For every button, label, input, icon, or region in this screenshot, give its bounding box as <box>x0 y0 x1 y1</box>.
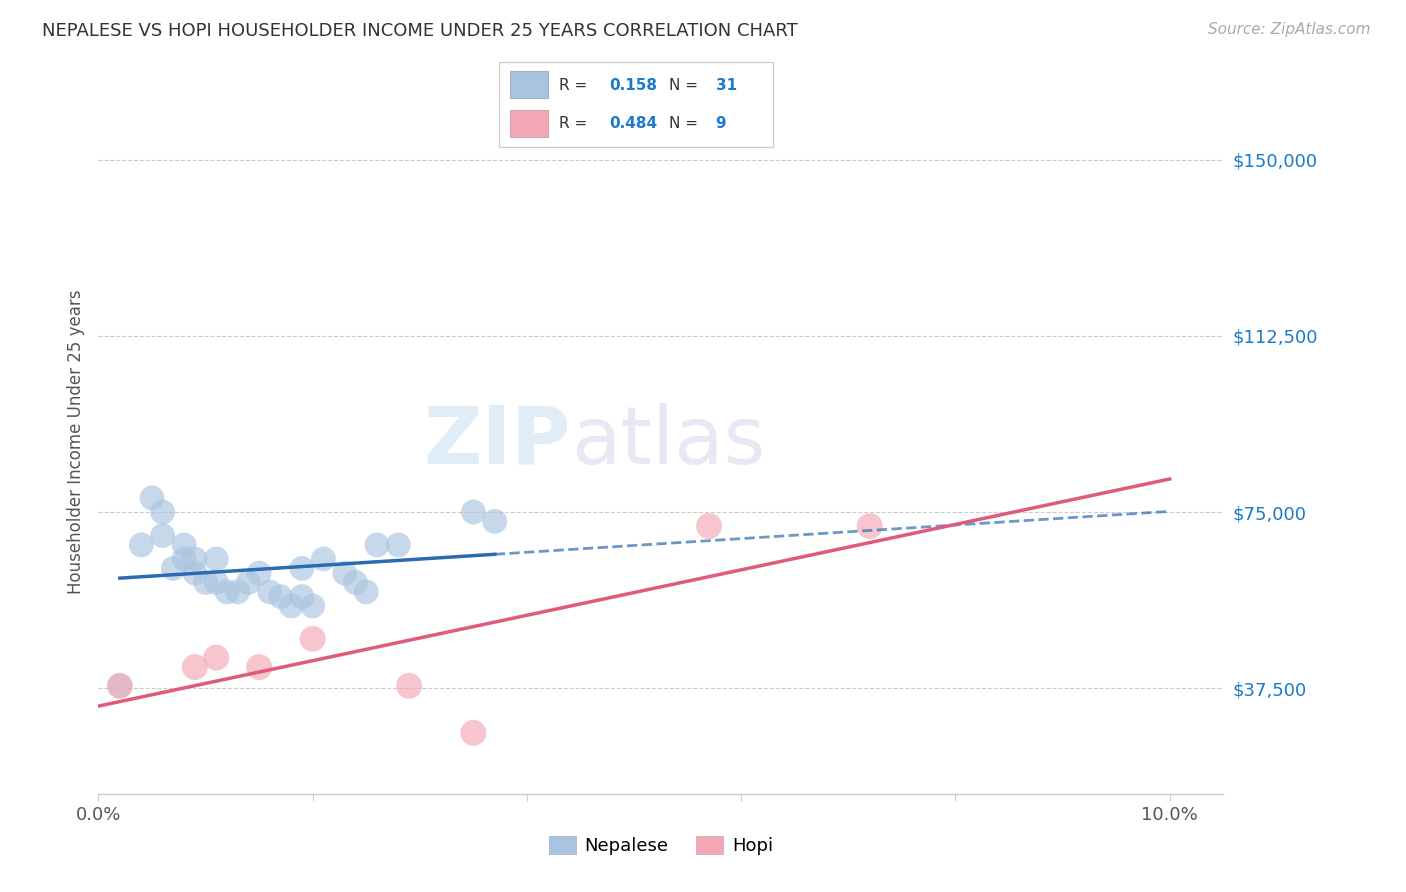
Point <box>291 561 314 575</box>
Point <box>205 650 228 665</box>
Text: atlas: atlas <box>571 402 765 481</box>
Text: ZIP: ZIP <box>423 402 571 481</box>
Text: R =: R = <box>560 78 592 93</box>
Point <box>173 552 195 566</box>
Point <box>184 660 207 674</box>
Point <box>366 538 388 552</box>
Text: 9: 9 <box>716 116 727 131</box>
FancyBboxPatch shape <box>510 110 548 137</box>
Text: N =: N = <box>669 116 703 131</box>
Point <box>312 552 335 566</box>
Legend: Nepalese, Hopi: Nepalese, Hopi <box>541 829 780 863</box>
Point <box>270 590 292 604</box>
Point <box>484 515 506 529</box>
Text: Source: ZipAtlas.com: Source: ZipAtlas.com <box>1208 22 1371 37</box>
Point <box>129 538 152 552</box>
Point <box>259 585 281 599</box>
Text: R =: R = <box>560 116 592 131</box>
Point <box>463 505 485 519</box>
Point <box>387 538 409 552</box>
Point <box>162 561 184 575</box>
Text: 0.484: 0.484 <box>609 116 657 131</box>
Y-axis label: Householder Income Under 25 years: Householder Income Under 25 years <box>66 289 84 594</box>
Point <box>697 519 720 533</box>
Point <box>247 566 270 580</box>
Point <box>205 552 228 566</box>
Point <box>184 566 207 580</box>
Point <box>238 575 260 590</box>
Point <box>859 519 882 533</box>
Text: 31: 31 <box>716 78 737 93</box>
Point <box>280 599 302 613</box>
Point <box>108 679 131 693</box>
Point <box>152 528 174 542</box>
Text: NEPALESE VS HOPI HOUSEHOLDER INCOME UNDER 25 YEARS CORRELATION CHART: NEPALESE VS HOPI HOUSEHOLDER INCOME UNDE… <box>42 22 799 40</box>
Point <box>194 575 217 590</box>
Point <box>226 585 249 599</box>
Text: N =: N = <box>669 78 703 93</box>
Point <box>344 575 367 590</box>
FancyBboxPatch shape <box>510 71 548 98</box>
Point <box>301 632 323 646</box>
Point <box>354 585 377 599</box>
Point <box>247 660 270 674</box>
Point <box>333 566 356 580</box>
Point <box>291 590 314 604</box>
Point <box>152 505 174 519</box>
Text: 0.158: 0.158 <box>609 78 657 93</box>
Point <box>173 538 195 552</box>
Point <box>463 726 485 740</box>
Point <box>108 679 131 693</box>
Point <box>205 575 228 590</box>
Point <box>141 491 163 505</box>
Point <box>184 552 207 566</box>
Point <box>215 585 238 599</box>
Point <box>398 679 420 693</box>
Point <box>301 599 323 613</box>
